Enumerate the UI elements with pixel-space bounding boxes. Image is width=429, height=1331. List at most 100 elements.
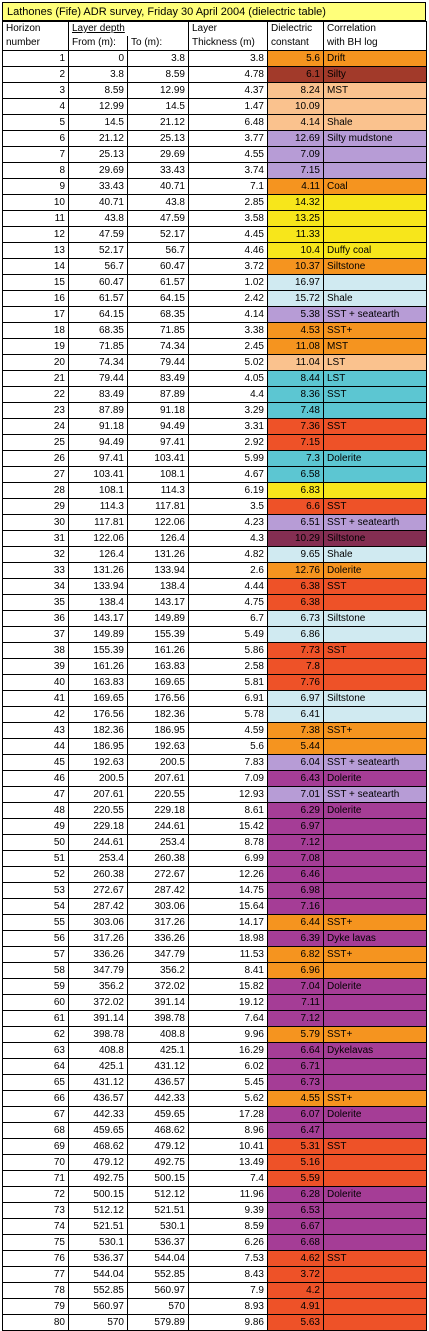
correlation-cell [323, 146, 427, 163]
table-row: 9 33.43 40.71 7.1 4.11 Coal [2, 178, 427, 195]
horizon-number-cell: 43 [2, 722, 69, 739]
table-row: 5 14.5 21.12 6.48 4.14 Shale [2, 114, 427, 131]
thickness-cell: 5.45 [188, 1074, 268, 1091]
thickness-cell: 5.78 [188, 706, 268, 723]
to-depth-cell: 60.47 [127, 258, 189, 275]
to-depth-cell: 287.42 [127, 882, 189, 899]
correlation-cell: SST [323, 498, 427, 515]
from-depth-cell: 64.15 [68, 306, 128, 323]
horizon-number-cell: 61 [2, 1010, 69, 1027]
table-row: 64 425.1 431.12 6.02 6.71 [2, 1058, 427, 1075]
from-depth-cell: 398.78 [68, 1026, 128, 1043]
table-row: 8 29.69 33.43 3.74 7.15 [2, 162, 427, 179]
horizon-number-cell: 22 [2, 386, 69, 403]
horizon-number-cell: 9 [2, 178, 69, 195]
correlation-cell: MST [323, 338, 427, 355]
table-row: 10 40.71 43.8 2.85 14.32 [2, 194, 427, 211]
table-row: 74 521.51 530.1 8.59 6.67 [2, 1218, 427, 1235]
dielectric-cell: 4.53 [267, 322, 324, 339]
dielectric-cell: 6.38 [267, 578, 324, 595]
table-row: 59 356.2 372.02 15.82 7.04 Dolerite [2, 978, 427, 995]
from-depth-cell: 570 [68, 1314, 128, 1331]
correlation-cell [323, 626, 427, 643]
dielectric-cell: 7.04 [267, 978, 324, 995]
table-row: 69 468.62 479.12 10.41 5.31 SST [2, 1138, 427, 1155]
thickness-cell: 2.58 [188, 658, 268, 675]
thickness-cell: 8.41 [188, 962, 268, 979]
header-horizon: Horizon [2, 21, 69, 36]
dielectric-cell: 6.86 [267, 626, 324, 643]
table-row: 21 79.44 83.49 4.05 8.44 LST [2, 370, 427, 387]
correlation-cell [323, 1170, 427, 1187]
from-depth-cell: 500.15 [68, 1186, 128, 1203]
thickness-cell: 2.6 [188, 562, 268, 579]
horizon-number-cell: 33 [2, 562, 69, 579]
dielectric-cell: 10.4 [267, 242, 324, 259]
horizon-number-cell: 26 [2, 450, 69, 467]
table-row: 42 176.56 182.36 5.78 6.41 [2, 706, 427, 723]
table-row: 66 436.57 442.33 5.62 4.55 SST+ [2, 1090, 427, 1107]
to-depth-cell: 431.12 [127, 1058, 189, 1075]
correlation-cell: LST [323, 354, 427, 371]
from-depth-cell: 186.95 [68, 738, 128, 755]
to-depth-cell: 260.38 [127, 850, 189, 867]
dielectric-cell: 6.44 [267, 914, 324, 931]
to-depth-cell: 391.14 [127, 994, 189, 1011]
from-depth-cell: 317.26 [68, 930, 128, 947]
to-depth-cell: 200.5 [127, 754, 189, 771]
correlation-cell [323, 834, 427, 851]
thickness-cell: 3.38 [188, 322, 268, 339]
header-layer-depth: Layer depth [68, 21, 128, 36]
correlation-cell: Dyke lavas [323, 930, 427, 947]
horizon-number-cell: 65 [2, 1074, 69, 1091]
table-row: 40 163.83 169.65 5.81 7.76 [2, 674, 427, 691]
table-row: 29 114.3 117.81 3.5 6.6 SST [2, 498, 427, 515]
thickness-cell: 8.78 [188, 834, 268, 851]
table-row: 16 61.57 64.15 2.42 15.72 Shale [2, 290, 427, 307]
table-row: 71 492.75 500.15 7.4 5.59 [2, 1170, 427, 1187]
thickness-cell: 4.3 [188, 530, 268, 547]
horizon-number-cell: 8 [2, 162, 69, 179]
correlation-cell [323, 1314, 427, 1331]
from-depth-cell: 372.02 [68, 994, 128, 1011]
thickness-cell: 12.26 [188, 866, 268, 883]
dielectric-cell: 7.12 [267, 834, 324, 851]
thickness-cell: 7.4 [188, 1170, 268, 1187]
table-row: 45 192.63 200.5 7.83 6.04 SST + seatearth [2, 754, 427, 771]
to-depth-cell: 29.69 [127, 146, 189, 163]
dielectric-cell: 6.64 [267, 1042, 324, 1059]
to-depth-cell: 544.04 [127, 1250, 189, 1267]
dielectric-cell: 10.29 [267, 530, 324, 547]
table-row: 76 536.37 544.04 7.53 4.62 SST [2, 1250, 427, 1267]
horizon-number-cell: 17 [2, 306, 69, 323]
to-depth-cell: 500.15 [127, 1170, 189, 1187]
table-row: 68 459.65 468.62 8.96 6.47 [2, 1122, 427, 1139]
to-depth-cell: 61.57 [127, 274, 189, 291]
horizon-number-cell: 73 [2, 1202, 69, 1219]
table-row: 35 138.4 143.17 4.75 6.38 [2, 594, 427, 611]
dielectric-cell: 11.08 [267, 338, 324, 355]
table-row: 37 149.89 155.39 5.49 6.86 [2, 626, 427, 643]
horizon-number-cell: 44 [2, 738, 69, 755]
correlation-cell [323, 962, 427, 979]
to-depth-cell: 163.83 [127, 658, 189, 675]
horizon-number-cell: 45 [2, 754, 69, 771]
table-row: 51 253.4 260.38 6.99 7.08 [2, 850, 427, 867]
header-number: number [2, 36, 69, 51]
table-row: 12 47.59 52.17 4.45 11.33 [2, 226, 427, 243]
thickness-cell: 4.55 [188, 146, 268, 163]
correlation-cell: Silty [323, 66, 427, 83]
table-row: 26 97.41 103.41 5.99 7.3 Dolerite [2, 450, 427, 467]
thickness-cell: 7.9 [188, 1282, 268, 1299]
dielectric-cell: 5.44 [267, 738, 324, 755]
from-depth-cell: 336.26 [68, 946, 128, 963]
dielectric-cell: 5.31 [267, 1138, 324, 1155]
to-depth-cell: 459.65 [127, 1106, 189, 1123]
from-depth-cell: 133.94 [68, 578, 128, 595]
thickness-cell: 4.59 [188, 722, 268, 739]
horizon-number-cell: 75 [2, 1234, 69, 1251]
header-from: From (m): [68, 36, 128, 51]
thickness-cell: 4.37 [188, 82, 268, 99]
correlation-cell [323, 882, 427, 899]
